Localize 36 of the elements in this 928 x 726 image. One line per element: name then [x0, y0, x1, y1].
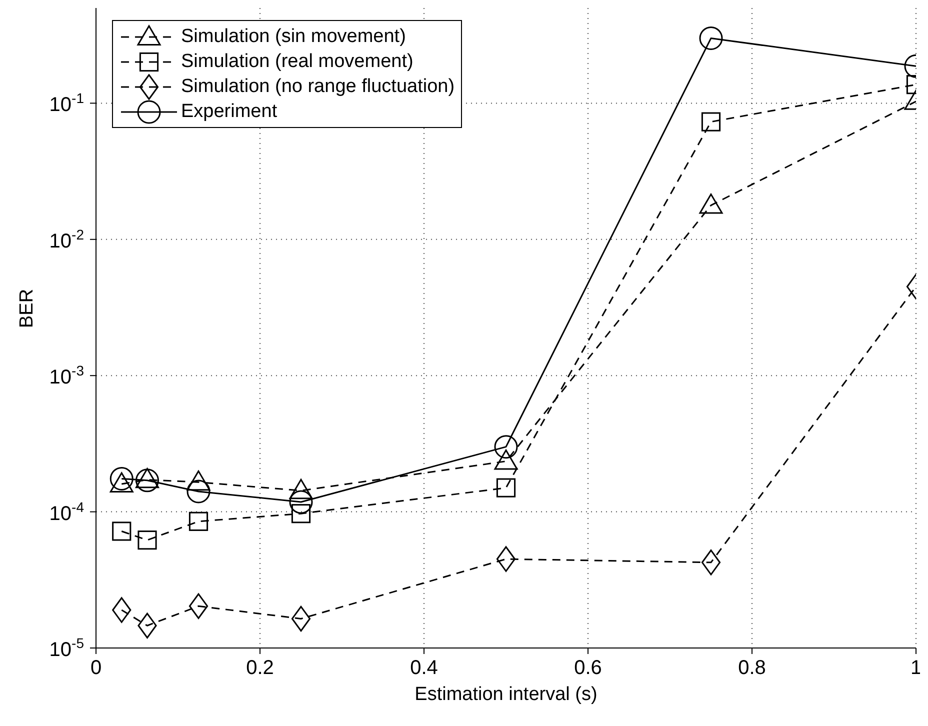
y-tick-label: 10$^{-2}$	[49, 226, 84, 252]
point	[291, 504, 311, 524]
x-tick-label: 0.6	[574, 657, 602, 679]
x-tick-label: 0.4	[410, 657, 438, 679]
x-tick-label: 0	[90, 657, 102, 679]
point	[496, 546, 516, 572]
point	[186, 480, 210, 504]
point	[699, 26, 723, 50]
point	[188, 512, 208, 531]
point	[112, 522, 132, 541]
y-tick-label: 10$^{-4}$	[49, 498, 84, 525]
x-tick-label: 0.2	[246, 657, 274, 679]
x-axis-title: Estimation interval (s)	[414, 684, 598, 705]
point	[136, 468, 159, 492]
point	[188, 593, 208, 619]
point	[701, 112, 721, 132]
point	[494, 450, 518, 470]
point	[494, 435, 518, 459]
point	[138, 530, 157, 550]
point	[701, 550, 721, 576]
point	[112, 597, 132, 623]
point	[138, 612, 157, 638]
point	[496, 478, 516, 498]
x-tick-label: 0.8	[738, 657, 766, 679]
y-tick-label: 10$^{-1}$	[49, 90, 84, 116]
point	[110, 466, 134, 490]
y-tick-label: 10$^{-3}$	[49, 362, 84, 389]
point	[289, 490, 313, 514]
legend-label: Simulation (real movement)	[181, 50, 414, 72]
legend-label: Simulation (no range fluctuation)	[181, 76, 455, 96]
point	[699, 194, 723, 214]
point	[291, 606, 311, 632]
legend-label: Simulation (sin movement)	[181, 26, 406, 46]
legend-label: Experiment	[181, 100, 278, 122]
y-tick-label: 10$^{-5}$	[49, 635, 84, 661]
y-axis-title: BER	[16, 288, 38, 328]
